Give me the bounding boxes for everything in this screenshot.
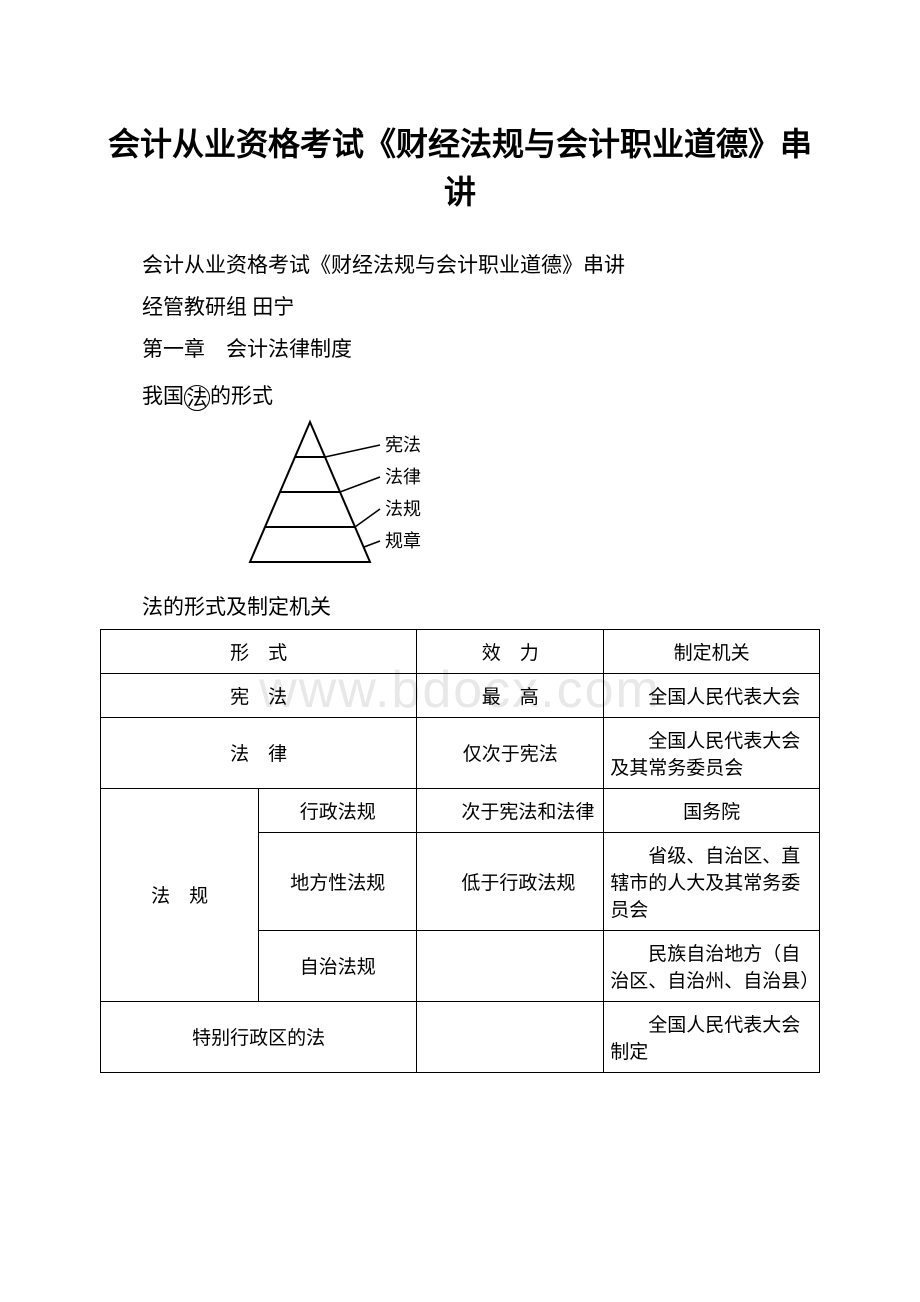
table-row: 法 规 行政法规 次于宪法和法律 国务院 — [101, 788, 820, 832]
table-row: 特别行政区的法 全国人民代表大会制定 — [101, 1001, 820, 1072]
cell-sub: 行政法规 — [259, 788, 417, 832]
cell-body: 全国人民代表大会 — [604, 673, 820, 717]
cell-form: 法 律 — [101, 717, 417, 788]
header-power: 效 力 — [417, 629, 604, 673]
cell-body: 全国人民代表大会制定 — [604, 1001, 820, 1072]
pyramid-level-4: 规章 — [385, 531, 421, 551]
header-body: 制定机关 — [604, 629, 820, 673]
cell-power — [417, 930, 604, 1001]
cell-sub: 地方性法规 — [259, 832, 417, 930]
label-circled-char: 法 — [184, 385, 210, 411]
cell-power: 仅次于宪法 — [417, 717, 604, 788]
cell-power: 低于行政法规 — [417, 832, 604, 930]
cell-power: 最 高 — [417, 673, 604, 717]
cell-body: 国务院 — [604, 788, 820, 832]
chapter-heading: 第一章 会计法律制度 — [100, 330, 820, 370]
table-row: 宪 法 最 高 全国人民代表大会 — [101, 673, 820, 717]
cell-body: 民族自治地方（自治区、自治州、自治县） — [604, 930, 820, 1001]
pyramid-level-3: 法规 — [385, 499, 421, 519]
law-forms-table: 形 式 效 力 制定机关 宪 法 最 高 全国人民代表大会 法 律 仅次于宪法 … — [100, 629, 820, 1073]
label-prefix: 我国 — [142, 384, 184, 408]
cell-form: 法 规 — [101, 788, 259, 1001]
table-caption: 法的形式及制定机关 — [100, 591, 820, 621]
subtitle-line: 会计从业资格考试《财经法规与会计职业道德》串讲 — [100, 246, 820, 286]
label-suffix: 的形式 — [210, 384, 273, 408]
pyramid-diagram: 宪法 法律 法规 规章 — [100, 417, 820, 567]
pyramid-level-2: 法律 — [385, 467, 421, 487]
author-line: 经管教研组 田宁 — [100, 288, 820, 328]
cell-body: 省级、自治区、直辖市的人大及其常务委员会 — [604, 832, 820, 930]
document-title: 会计从业资格考试《财经法规与会计职业道德》串讲 — [100, 120, 820, 216]
table-row: 法 律 仅次于宪法 全国人民代表大会及其常务委员会 — [101, 717, 820, 788]
header-form: 形 式 — [101, 629, 417, 673]
cell-form: 宪 法 — [101, 673, 417, 717]
table-header-row: 形 式 效 力 制定机关 — [101, 629, 820, 673]
cell-power — [417, 1001, 604, 1072]
cell-body: 全国人民代表大会及其常务委员会 — [604, 717, 820, 788]
cell-power: 次于宪法和法律 — [417, 788, 604, 832]
pyramid-svg: 宪法 法律 法规 规章 — [240, 417, 460, 567]
pyramid-level-1: 宪法 — [385, 435, 421, 455]
cell-sub: 自治法规 — [259, 930, 417, 1001]
pyramid-label: 我国法的形式 — [142, 380, 820, 411]
cell-form: 特别行政区的法 — [101, 1001, 417, 1072]
